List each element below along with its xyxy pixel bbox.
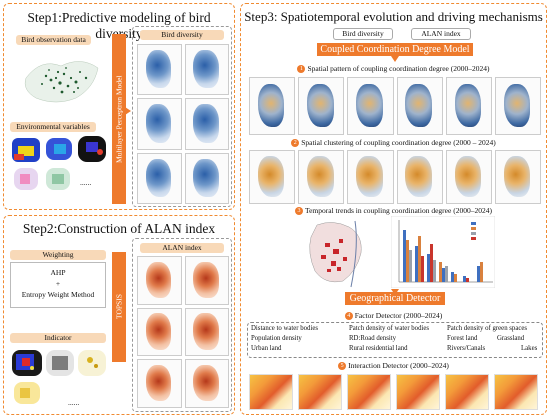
sub5-text: Interaction Detector (2000–2024) bbox=[348, 361, 449, 370]
coupling-cluster-maps bbox=[249, 150, 541, 204]
alan-maps bbox=[137, 256, 229, 408]
interaction-heatmap-5 bbox=[445, 374, 489, 410]
input-bird-diversity: Bird diversity bbox=[333, 28, 393, 40]
environmental-variables-label: Environmental variables bbox=[10, 122, 96, 132]
environmental-variable-maps bbox=[12, 136, 106, 190]
bird-map-4 bbox=[184, 98, 229, 150]
sub5-heading: 5 Interaction Detector (2000–2024) bbox=[241, 361, 546, 371]
bird-map-2 bbox=[184, 44, 229, 96]
sub2-text: Spatial clustering of coupling coordinat… bbox=[301, 138, 496, 147]
entropy-text: Entropy Weight Method bbox=[21, 290, 95, 299]
interaction-heatmap-3 bbox=[347, 374, 391, 410]
topsis-label: TOPSIS bbox=[112, 252, 126, 362]
cluster-map-4 bbox=[396, 150, 443, 204]
sub5-number: 5 bbox=[338, 362, 347, 371]
ccd-map-6 bbox=[494, 77, 541, 135]
ccd-map-5 bbox=[445, 77, 492, 135]
sub3-text: Temporal trends in coupling coordination… bbox=[305, 206, 492, 215]
bird-map-3 bbox=[137, 98, 182, 150]
cluster-map-5 bbox=[445, 150, 492, 204]
bird-map-6 bbox=[184, 152, 229, 204]
weighting-method-box: AHP + Entropy Weight Method bbox=[10, 262, 106, 308]
alan-map-1 bbox=[137, 256, 182, 305]
interaction-heatmap-2 bbox=[298, 374, 342, 410]
step2-title: Step2:Construction of ALAN index bbox=[22, 221, 216, 236]
indicator-maps bbox=[12, 350, 106, 404]
sub1-heading: 1 Spatial pattern of coupling coordinatio… bbox=[241, 64, 546, 74]
cluster-map-2 bbox=[298, 150, 345, 204]
multilayer-perceptron-label: Multilayer Perceptron Model bbox=[112, 34, 126, 204]
geographical-detector-label: Geographical Detector bbox=[345, 292, 445, 305]
weighting-label: Weighting bbox=[10, 250, 106, 260]
factor-list-box bbox=[247, 322, 543, 358]
alan-map-4 bbox=[184, 307, 229, 357]
bird-observation-map bbox=[24, 61, 99, 103]
interaction-heatmap-1 bbox=[249, 374, 293, 410]
step1-title: Step1:Predictive modeling of bird divers… bbox=[27, 10, 211, 41]
factor-road-density: RD:Road density bbox=[349, 335, 397, 342]
indicator-ellipsis: ...... bbox=[68, 398, 80, 407]
bird-map-1 bbox=[137, 44, 182, 96]
step1-panel: Step1:Predictive modeling of bird divers… bbox=[3, 3, 235, 210]
alan-output-label: ALAN index bbox=[140, 243, 224, 253]
interaction-heatmap-6 bbox=[494, 374, 538, 410]
bird-diversity-output-label: Bird diversity bbox=[140, 30, 224, 40]
ccd-map-4 bbox=[396, 77, 443, 135]
alan-output-box bbox=[132, 238, 232, 412]
coupling-pattern-maps bbox=[249, 77, 541, 135]
step3-panel: Step3: Spatiotemporal evolution and driv… bbox=[240, 3, 547, 415]
trend-map bbox=[309, 220, 362, 288]
sub4-number: 4 bbox=[344, 312, 353, 321]
indicator-label: Indicator bbox=[10, 333, 106, 343]
bird-observation-label: Bird observation data bbox=[16, 35, 91, 45]
ccd-map-1 bbox=[249, 77, 296, 135]
sub1-text: Spatial pattern of coupling coordination… bbox=[307, 64, 490, 73]
factor-distance-water: Distance to water bodies bbox=[251, 325, 319, 332]
factor-forest-land: Forest land bbox=[447, 335, 478, 342]
alan-map-3 bbox=[137, 307, 182, 357]
sub2-number: 2 bbox=[291, 139, 300, 148]
sub4-heading: 4 Factor Detector (2000–2024) bbox=[241, 311, 546, 321]
factor-lakes: Lakes bbox=[521, 345, 538, 352]
factor-patch-water: Patch density of water bodies bbox=[349, 325, 430, 332]
cluster-map-3 bbox=[347, 150, 394, 204]
step3-title: Step3: Spatiotemporal evolution and driv… bbox=[244, 9, 543, 24]
ccd-map-2 bbox=[298, 77, 345, 135]
factor-patch-green: Patch density of green spaces bbox=[447, 325, 528, 332]
alan-map-6 bbox=[184, 359, 229, 408]
input-alan-index: ALAN index bbox=[411, 28, 471, 40]
sub3-heading: 3 Temporal trends in coupling coordinatio… bbox=[241, 206, 546, 216]
sub4-text: Factor Detector (2000–2024) bbox=[354, 311, 443, 320]
sub1-number: 1 bbox=[297, 65, 306, 74]
ahp-text: AHP bbox=[50, 268, 66, 277]
factor-rural-residential: Rural residential land bbox=[349, 345, 408, 352]
factor-grassland: Grassland bbox=[497, 335, 525, 342]
env-ellipsis: ...... bbox=[80, 178, 92, 187]
plus-text: + bbox=[55, 279, 61, 288]
trend-bar-chart bbox=[391, 216, 495, 288]
bird-map-5 bbox=[137, 152, 182, 204]
cluster-map-1 bbox=[249, 150, 296, 204]
factor-population-density: Population density bbox=[251, 335, 302, 342]
alan-map-5 bbox=[137, 359, 182, 408]
model-arrow-icon bbox=[125, 107, 131, 115]
ccd-map-3 bbox=[347, 77, 394, 135]
cluster-map-6 bbox=[494, 150, 541, 204]
sub2-heading: 2 Spatial clustering of coupling coordina… bbox=[241, 138, 546, 148]
step2-panel: Step2:Construction of ALAN index Weighti… bbox=[3, 215, 235, 415]
alan-map-2 bbox=[184, 256, 229, 305]
sub3-number: 3 bbox=[295, 207, 304, 216]
bird-diversity-maps bbox=[137, 44, 229, 204]
factor-urban-land: Urban land bbox=[251, 345, 282, 352]
ccd-model-label: Coupled Coordination Degree Model bbox=[317, 43, 473, 56]
ccd-arrow-icon bbox=[391, 56, 399, 62]
bird-diversity-output-box bbox=[132, 26, 232, 207]
factor-rivers-canals: Rivers/Canals bbox=[447, 345, 486, 352]
interaction-heatmap-4 bbox=[396, 374, 440, 410]
